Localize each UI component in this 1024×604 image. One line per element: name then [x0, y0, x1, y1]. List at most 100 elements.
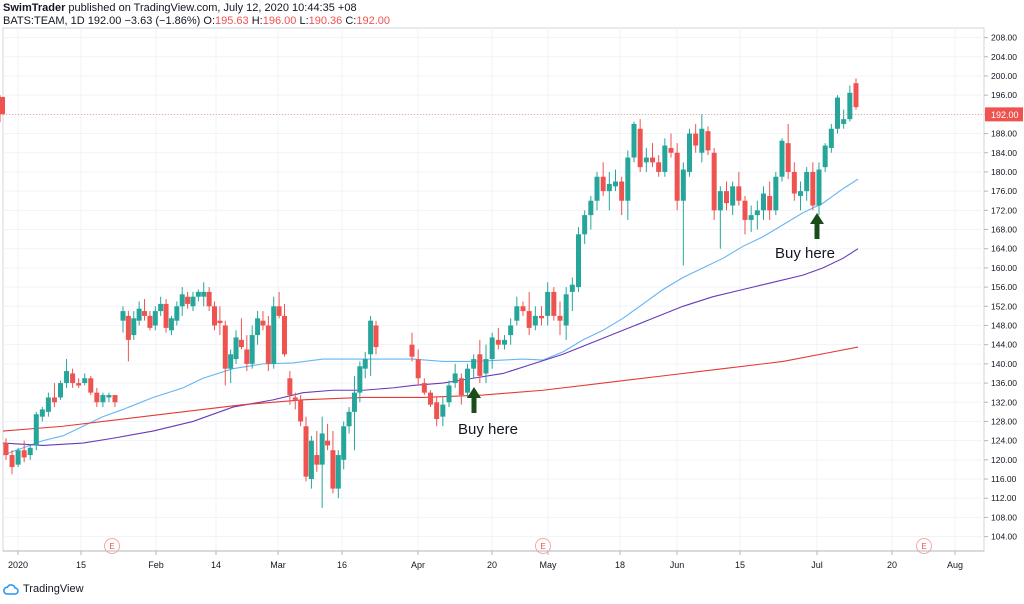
candle-body: [668, 147, 674, 153]
candle-body: [421, 383, 427, 393]
price-tick-label: 144.00: [991, 340, 1017, 350]
time-tick-label: 16: [337, 560, 347, 570]
time-tick-label: Feb: [148, 560, 164, 570]
candle-body: [588, 200, 594, 216]
candle-body: [415, 359, 421, 379]
candle-body: [341, 426, 347, 460]
close-label: C:: [345, 15, 357, 27]
time-tick-label: 20: [487, 560, 497, 570]
time-tick-label: 14: [211, 560, 221, 570]
candle-body: [308, 440, 314, 480]
publish-date: published on TradingView.com, July 12, 2…: [68, 2, 357, 14]
time-tick-label: 20: [887, 560, 897, 570]
candle-body: [357, 366, 363, 393]
candle-body: [228, 354, 234, 369]
candle-body: [303, 426, 309, 477]
candle-body: [625, 157, 631, 201]
candle-body: [112, 395, 118, 403]
candle-body: [238, 339, 244, 348]
open-value: 195.63: [215, 15, 249, 27]
candle-body: [508, 325, 514, 336]
price-tick-label: 184.00: [991, 148, 1017, 158]
price-tick-label: 208.00: [991, 33, 1017, 43]
candle-body: [106, 395, 112, 398]
candle-body: [495, 339, 501, 345]
brand-name: TradingView: [23, 583, 84, 595]
candle-body: [736, 186, 742, 201]
up-arrow-icon: [467, 387, 481, 413]
price-tick-label: 148.00: [991, 320, 1017, 330]
candle-body: [761, 193, 766, 211]
candle-body: [631, 123, 637, 158]
earnings-marker: [916, 538, 932, 554]
candle-body: [152, 311, 158, 326]
time-axis: 2020 15 Feb 14 Mar 16 Apr 20 May 18 Jun 15 Jul 20 Aug: [3, 550, 984, 570]
time-tick-label: Jun: [670, 560, 685, 570]
price-tick-label: 180.00: [991, 167, 1017, 177]
candle-body: [244, 349, 250, 364]
price-tick-label: 124.00: [991, 436, 1017, 446]
time-tick-label: Apr: [411, 560, 425, 570]
candle-body: [292, 397, 298, 400]
candle-body: [637, 128, 643, 168]
candle-body: [600, 176, 606, 192]
candle-body: [70, 373, 76, 384]
tradingview-logo[interactable]: TradingView: [3, 582, 84, 596]
price-tick-label: 112.00: [991, 493, 1017, 503]
candle-body: [828, 128, 834, 148]
candle-body: [539, 315, 544, 319]
candle-body: [51, 397, 57, 403]
price-tick-label: 104.00: [991, 532, 1017, 542]
candle-body: [748, 215, 754, 220]
open-label: O:: [203, 15, 216, 27]
time-tick-label: 2020: [8, 560, 28, 570]
candle-body: [434, 402, 440, 420]
earnings-marker: [104, 538, 120, 554]
candle-body: [693, 133, 699, 146]
candle-body: [0, 96, 5, 115]
candle-body: [662, 145, 668, 172]
last-price: 192.00: [87, 15, 122, 27]
candle-body: [835, 97, 840, 129]
candle-body: [452, 373, 458, 384]
price-tick-label: 128.00: [991, 416, 1017, 426]
last-price-label: 192.00: [991, 110, 1019, 120]
candle-body: [233, 337, 239, 360]
annotations: Buy here Buy here: [458, 213, 835, 438]
candle-body: [613, 181, 618, 187]
candle-body: [206, 291, 212, 307]
moving-averages: [2, 178, 859, 456]
moving-average-short: [2, 178, 859, 456]
moving-average-long: [2, 346, 859, 432]
candles: [0, 78, 859, 508]
symbol-info: BATS:TEAM, 1D 192.00 −3.63 (−1.86%) O:19…: [3, 15, 390, 28]
price-tick-label: 164.00: [991, 244, 1017, 254]
candle-body: [532, 315, 538, 326]
candle-body: [711, 152, 717, 211]
price-tick-label: 116.00: [991, 474, 1017, 484]
candle-body: [142, 311, 148, 316]
cloud-icon: [3, 583, 19, 595]
up-arrow-icon: [810, 213, 824, 239]
candle-body: [440, 404, 446, 417]
buy-here-label: Buy here: [458, 421, 518, 438]
candle-body: [33, 414, 39, 446]
candle-body: [816, 169, 822, 206]
candle-body: [594, 176, 600, 201]
candle-body: [351, 392, 357, 412]
time-tick-label: Mar: [270, 560, 286, 570]
price-tick-label: 156.00: [991, 282, 1017, 292]
candle-body: [563, 294, 569, 326]
candle-body: [767, 195, 773, 211]
time-tick-label: 18: [615, 560, 625, 570]
candle-body: [724, 191, 729, 204]
candle-body: [314, 455, 320, 465]
candle-body: [179, 294, 185, 307]
candle-body: [483, 359, 489, 374]
publisher-name[interactable]: SwimTrader: [3, 2, 66, 14]
candle-body: [428, 392, 433, 405]
candle-body: [212, 306, 218, 326]
candle-body: [76, 383, 82, 386]
